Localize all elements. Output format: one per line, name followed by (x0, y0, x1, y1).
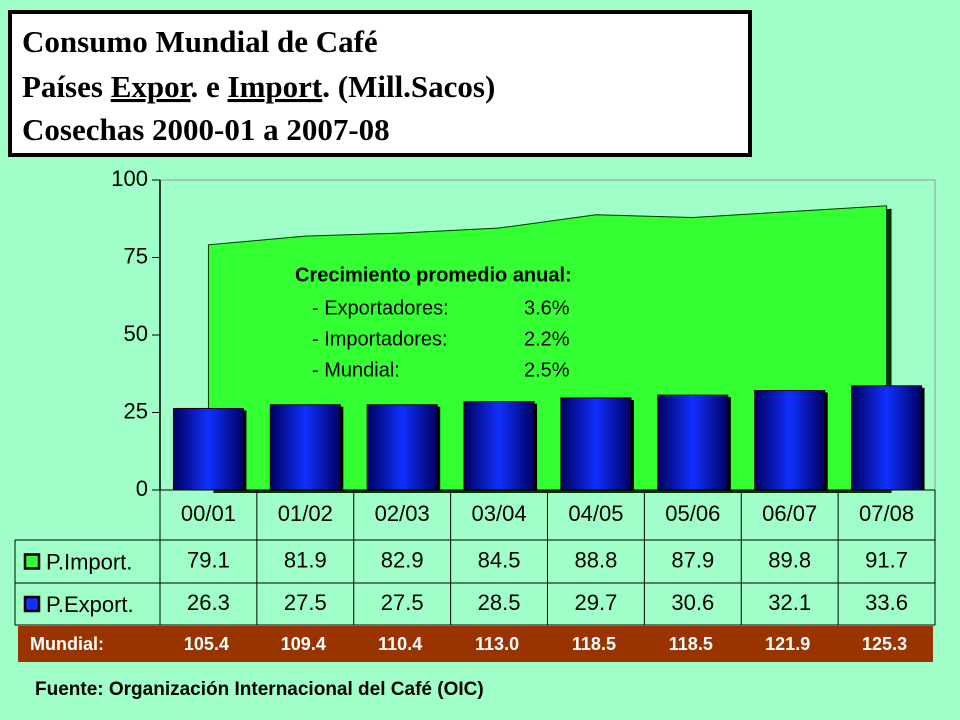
y-tick-label: 100 (111, 166, 148, 191)
annotation-value: 2.2% (524, 328, 570, 350)
annotation-label: - Exportadores: (312, 297, 449, 319)
table-cell: 91.7 (865, 547, 908, 572)
totals-value: 113.0 (475, 634, 519, 654)
bar (463, 401, 535, 491)
table-cell: 27.5 (284, 590, 327, 615)
x-tick-label: 03/04 (472, 501, 527, 526)
annotation-title: Crecimiento promedio anual: (295, 264, 572, 286)
annotation-label: - Importadores: (312, 328, 448, 350)
totals-label: Mundial: (30, 634, 104, 654)
y-tick-label: 50 (124, 321, 148, 346)
bar (657, 394, 729, 491)
x-tick-label: 06/07 (762, 501, 817, 526)
table-cell: 32.1 (768, 590, 811, 615)
table-cell: 27.5 (381, 590, 424, 615)
table-cell: 88.8 (575, 547, 618, 572)
bar (560, 397, 632, 491)
table-cell: 87.9 (671, 547, 714, 572)
legend-label: P.Export. (46, 592, 134, 617)
x-tick-label: 01/02 (278, 501, 333, 526)
chart-title: Cosechas 2000-01 a 2007-08 (22, 112, 390, 147)
title-part: . (Mill.Sacos) (322, 69, 495, 104)
source: Fuente: Organización Internacional del C… (35, 679, 484, 700)
totals-bar (18, 626, 933, 662)
table-cell: 30.6 (671, 590, 714, 615)
x-tick-label: 07/08 (859, 501, 914, 526)
title-part: Import (228, 69, 323, 104)
x-tick-label: 05/06 (665, 501, 720, 526)
title-part: Expor (111, 69, 194, 104)
table-cell: 81.9 (284, 547, 327, 572)
table-cell: 82.9 (381, 547, 424, 572)
totals-value: 118.5 (572, 634, 616, 654)
y-tick-label: 25 (124, 398, 148, 423)
table-cell: 26.3 (187, 590, 230, 615)
legend-swatch (23, 553, 41, 570)
bar (754, 389, 826, 491)
bar (366, 404, 438, 491)
legend-swatch (23, 595, 41, 613)
totals-value: 110.4 (378, 634, 422, 654)
totals-value: 118.5 (669, 634, 713, 654)
chart-title: Consumo Mundial de Café (22, 24, 378, 59)
bar (851, 385, 923, 491)
table-cell: 28.5 (478, 590, 521, 615)
plot-border (160, 179, 936, 490)
annotation-value: 2.5% (524, 359, 570, 381)
totals-value: 121.9 (765, 634, 810, 654)
table-cell: 29.7 (575, 590, 618, 615)
table-cell: 79.1 (187, 547, 230, 572)
chart-title: Países Expor. e Import. (Mill.Sacos) (22, 69, 495, 104)
x-tick-label: 00/01 (181, 501, 236, 526)
y-tick-label: 0 (136, 476, 148, 501)
title-part: Países (22, 69, 111, 104)
title-box (8, 10, 752, 157)
x-tick-label: 04/05 (568, 501, 623, 526)
y-tick-label: 75 (124, 243, 148, 268)
annotation-label: - Mundial: (312, 359, 400, 381)
table-cell: 84.5 (478, 547, 521, 572)
totals-value: 125.3 (862, 634, 907, 654)
totals-value: 105.4 (184, 634, 229, 654)
x-tick-label: 02/03 (375, 501, 430, 526)
annotation-value: 3.6% (524, 297, 570, 319)
legend-label: P.Import. (46, 549, 132, 574)
totals-value: 109.4 (281, 634, 326, 654)
bar (172, 407, 244, 491)
table-cell: 33.6 (865, 590, 908, 615)
bar (269, 404, 341, 491)
title-part: . e (191, 69, 228, 104)
table-cell: 89.8 (768, 547, 811, 572)
